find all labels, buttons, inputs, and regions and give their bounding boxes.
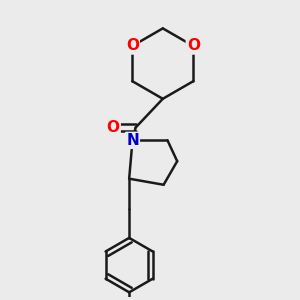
Text: O: O bbox=[107, 120, 120, 135]
Text: O: O bbox=[187, 38, 200, 53]
Text: O: O bbox=[126, 38, 139, 53]
Text: N: N bbox=[126, 133, 139, 148]
